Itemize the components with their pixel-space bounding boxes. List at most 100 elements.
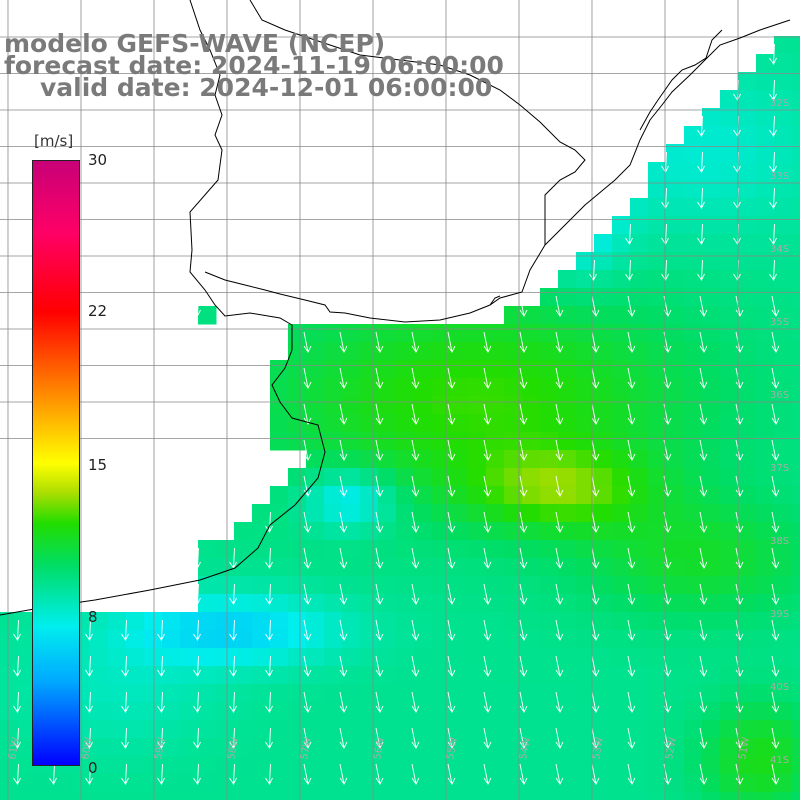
wind-arrow (303, 727, 312, 749)
wind-cell (450, 468, 469, 487)
wind-cell (576, 702, 595, 721)
wind-cell (288, 324, 307, 343)
wind-cell (54, 792, 73, 800)
wind-cell (252, 648, 271, 667)
wind-cell (414, 756, 433, 775)
wind-cell (126, 702, 145, 721)
wind-cell (612, 684, 631, 703)
wind-cell (774, 72, 793, 91)
wind-cell (288, 612, 307, 631)
wind-cell (522, 504, 541, 523)
wind-cell (108, 738, 127, 757)
wind-cell (144, 774, 163, 793)
wind-arrow (699, 763, 708, 785)
wind-cell (414, 468, 433, 487)
wind-arrow (411, 619, 420, 641)
forecast-date: forecast date: 2024-11-19 06:00:00 (4, 51, 504, 80)
wind-arrow (447, 763, 456, 785)
wind-cell (702, 612, 721, 631)
wind-cell (198, 306, 217, 325)
wind-cell (612, 576, 631, 595)
wind-cell (720, 702, 739, 721)
wind-cell (306, 468, 325, 487)
wind-cell (288, 396, 307, 415)
wind-cell (360, 522, 379, 541)
wind-cell (774, 198, 793, 217)
wind-arrow (483, 403, 492, 425)
wind-cell (540, 342, 559, 361)
wind-arrow (303, 655, 312, 677)
wind-cell (594, 432, 613, 451)
wind-arrow (85, 727, 93, 749)
wind-cell (198, 702, 217, 721)
wind-cell (576, 558, 595, 577)
wind-cell (504, 738, 523, 757)
wind-cell (684, 414, 703, 433)
wind-cell (684, 252, 703, 271)
wind-cell (774, 576, 793, 595)
wind-arrow (591, 655, 600, 677)
wind-cell (504, 450, 523, 469)
longitude-label: 56W (372, 736, 387, 760)
wind-arrow (447, 403, 456, 425)
wind-arrow (375, 763, 384, 785)
wind-cell (612, 504, 631, 523)
wind-arrow (555, 295, 564, 317)
wind-arrow (591, 511, 600, 533)
wind-arrow (627, 511, 636, 533)
wind-cell (18, 630, 37, 649)
wind-arrow (699, 619, 708, 641)
valid-date: valid date: 2024-12-01 06:00:00 (40, 73, 493, 102)
wind-arrow (265, 547, 273, 569)
wind-cell (360, 486, 379, 505)
wind-arrow (769, 223, 777, 245)
wind-cell (558, 576, 577, 595)
wind-cell (324, 576, 343, 595)
wind-cell (108, 648, 127, 667)
wind-cell (504, 432, 523, 451)
wind-cell (396, 396, 415, 415)
wind-cell (396, 414, 415, 433)
wind-cell (666, 252, 685, 271)
wind-cell (612, 432, 631, 451)
wind-cell (252, 594, 271, 613)
wind-cell (468, 432, 487, 451)
wind-cell (702, 720, 721, 739)
latitude-labels: 32S 33S 34S 35S 36S 37S 38S 39S 40S 41S (770, 98, 789, 766)
wind-cell (648, 648, 667, 667)
longitude-label: 60W (80, 736, 95, 760)
wind-arrow (13, 727, 21, 749)
wind-cell (630, 360, 649, 379)
wind-cell (576, 468, 595, 487)
wind-cell (396, 774, 415, 793)
wind-cell (738, 360, 757, 379)
wind-arrow (339, 331, 348, 353)
wind-cell (144, 648, 163, 667)
wind-cell (648, 432, 667, 451)
wind-cell (144, 720, 163, 739)
wind-cell (450, 684, 469, 703)
longitude-label: 52W (664, 736, 679, 760)
wind-cell (342, 324, 361, 343)
wind-cell (378, 648, 397, 667)
wind-cell (360, 612, 379, 631)
wind-cell (612, 486, 631, 505)
wind-cell (486, 540, 505, 559)
wind-arrow (625, 259, 633, 281)
wind-cell (594, 270, 613, 289)
wind-arrow (771, 439, 780, 461)
wind-cell (396, 576, 415, 595)
wind-arrow (591, 475, 600, 497)
wind-cell (252, 666, 271, 685)
wind-cell (792, 540, 800, 559)
wind-cell (684, 522, 703, 541)
wind-cell (90, 630, 109, 649)
wind-cell (576, 396, 595, 415)
wind-cell (558, 648, 577, 667)
wind-cell (522, 324, 541, 343)
wind-arrow (447, 655, 456, 677)
wind-cell (612, 324, 631, 343)
wind-cell (792, 432, 800, 451)
wind-cell (288, 504, 307, 523)
wind-cell (522, 540, 541, 559)
